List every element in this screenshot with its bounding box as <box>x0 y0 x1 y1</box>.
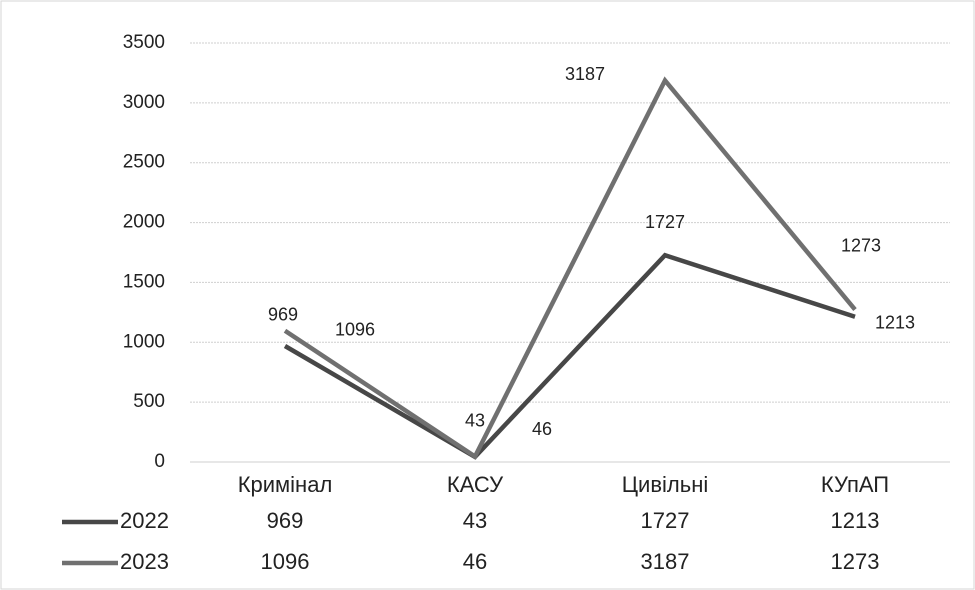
y-tick-label: 3500 <box>123 32 165 53</box>
table-value: 3187 <box>641 549 690 574</box>
y-tick-label: 500 <box>133 391 165 412</box>
table-value: 1096 <box>261 549 310 574</box>
table-value: 46 <box>463 549 487 574</box>
table-value: 1273 <box>831 549 880 574</box>
x-tick-label: КАСУ <box>447 472 504 497</box>
x-tick-label: Цивільні <box>622 472 708 497</box>
legend-label: 2022 <box>120 508 169 533</box>
x-tick-label: КУпАП <box>821 472 889 497</box>
data-label: 1096 <box>335 320 375 340</box>
series-line <box>283 76 857 460</box>
data-label: 46 <box>532 419 552 439</box>
data-label: 43 <box>465 411 485 431</box>
data-label: 1727 <box>645 212 685 232</box>
x-tick-label: Кримінал <box>238 472 333 497</box>
y-tick-label: 1500 <box>123 271 165 292</box>
y-tick-label: 0 <box>154 451 165 472</box>
data-label: 3187 <box>565 64 605 84</box>
table-value: 1727 <box>641 508 690 533</box>
y-tick-label: 2000 <box>123 212 165 233</box>
y-tick-label: 2500 <box>123 152 165 173</box>
data-label: 969 <box>268 305 298 325</box>
series-line <box>283 252 856 460</box>
y-tick-label: 1000 <box>123 331 165 352</box>
data-label: 1213 <box>875 313 915 333</box>
legend-label: 2023 <box>120 549 169 574</box>
table-value: 43 <box>463 508 487 533</box>
table-value: 1213 <box>831 508 880 533</box>
data-label: 1273 <box>841 235 881 255</box>
table-value: 969 <box>267 508 304 533</box>
y-tick-label: 3000 <box>123 92 165 113</box>
